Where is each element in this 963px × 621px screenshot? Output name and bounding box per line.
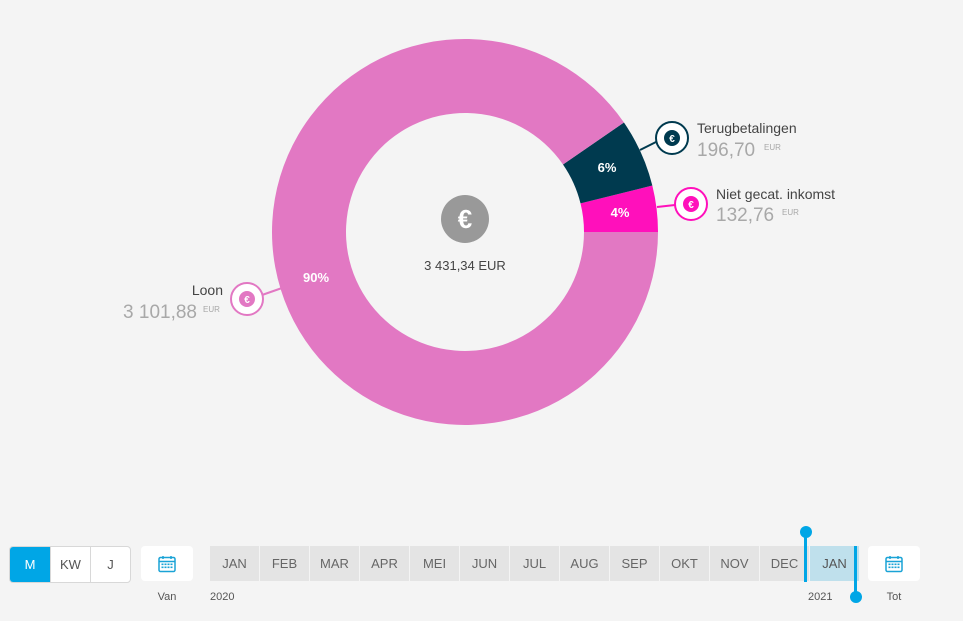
- category-name: Niet gecat. inkomst: [716, 186, 835, 202]
- month-cell[interactable]: APR: [360, 546, 409, 581]
- category-amount: 132,76: [716, 205, 774, 226]
- month-cell[interactable]: NOV: [710, 546, 759, 581]
- to-calendar-button[interactable]: [868, 546, 920, 581]
- donut-slice[interactable]: [580, 185, 658, 232]
- category-name: Terugbetalingen: [697, 120, 797, 136]
- period-quarter-button[interactable]: KW: [50, 547, 90, 582]
- range-end-handle-line: [854, 546, 857, 596]
- range-start-handle[interactable]: [800, 526, 812, 538]
- slice-percent-label: 90%: [303, 270, 329, 285]
- category-unit: EUR: [764, 143, 781, 152]
- year-label-start: 2020: [210, 591, 235, 603]
- calendar-icon: [158, 555, 176, 572]
- calendar-icon: [885, 555, 903, 572]
- donut-slice[interactable]: [271, 38, 658, 425]
- euro-glyph: €: [688, 200, 694, 211]
- category-unit: EUR: [203, 305, 220, 314]
- month-cell[interactable]: AUG: [560, 546, 609, 581]
- callout-connector: [261, 287, 283, 296]
- category-name: Loon: [192, 282, 223, 298]
- slice-percent-label: 6%: [598, 160, 617, 175]
- category-amount: 3 101,88: [123, 302, 197, 323]
- euro-glyph: €: [669, 134, 675, 145]
- euro-icon: [664, 130, 680, 146]
- callout-connector: [656, 204, 676, 208]
- month-cell[interactable]: JUL: [510, 546, 559, 581]
- period-month-button[interactable]: M: [10, 547, 50, 582]
- month-cell-selected[interactable]: JAN: [810, 546, 859, 581]
- slice-percent-label: 4%: [611, 205, 630, 220]
- period-year-button[interactable]: J: [90, 547, 130, 582]
- euro-icon: [239, 291, 255, 307]
- year-label-end: 2021: [808, 591, 833, 603]
- month-cell[interactable]: DEC: [760, 546, 809, 581]
- month-cell[interactable]: SEP: [610, 546, 659, 581]
- euro-icon: €: [458, 204, 472, 234]
- month-cell[interactable]: OKT: [660, 546, 709, 581]
- from-calendar-button[interactable]: [141, 546, 193, 581]
- category-unit: EUR: [782, 208, 799, 217]
- from-label: Van: [157, 591, 177, 603]
- range-start-handle-line: [804, 532, 807, 582]
- category-amount: 196,70: [697, 140, 755, 161]
- month-cell[interactable]: JUN: [460, 546, 509, 581]
- income-donut-chart: 90% 6% 4% € Loon 3 101,88 EUR € Terugbetalingen…: [123, 38, 835, 425]
- donut-slice[interactable]: [562, 122, 653, 204]
- month-timeline: JAN FEB MAR APR MEI JUN JUL AUG SEP OKT …: [210, 546, 860, 581]
- month-cell[interactable]: MAR: [310, 546, 359, 581]
- donut-total: 3 431,34 EUR: [424, 258, 506, 273]
- euro-icon: [683, 196, 699, 212]
- to-label: Tot: [886, 591, 902, 603]
- month-cell[interactable]: JAN: [210, 546, 259, 581]
- month-cell[interactable]: FEB: [260, 546, 309, 581]
- euro-glyph: €: [244, 295, 250, 306]
- range-end-handle[interactable]: [850, 591, 862, 603]
- center-euro-icon-bg: [441, 195, 489, 243]
- period-toggle: M KW J: [9, 546, 131, 583]
- callout-connector: [639, 141, 657, 151]
- month-cell[interactable]: MEI: [410, 546, 459, 581]
